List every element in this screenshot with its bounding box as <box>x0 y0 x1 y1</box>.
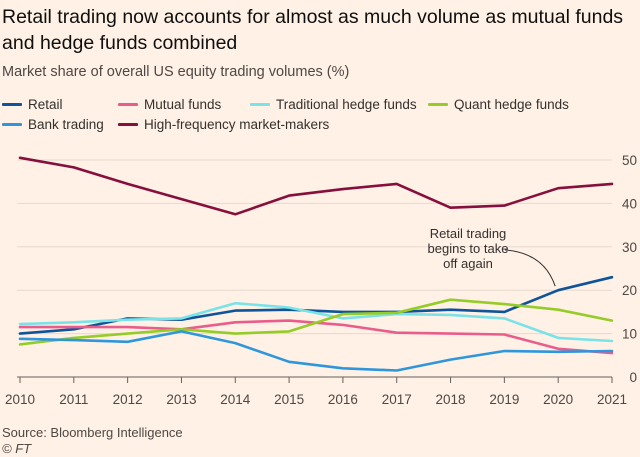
x-tick-label-2016: 2016 <box>328 392 358 407</box>
legend-row-1: Retail Mutual funds Traditional hedge fu… <box>2 94 638 114</box>
x-tick-label-2021: 2021 <box>597 392 627 407</box>
legend-item-retail: Retail <box>2 97 118 112</box>
legend-swatch-mutual-funds <box>118 102 138 106</box>
legend-label-mutual-funds: Mutual funds <box>144 96 222 112</box>
y-tick-label-10: 10 <box>622 327 637 342</box>
series-line-high-frequency-market-makers <box>18 156 614 216</box>
legend-item-mutual-funds: Mutual funds <box>118 97 250 112</box>
y-tick-label-50: 50 <box>622 153 637 168</box>
y-tick-label-20: 20 <box>622 283 637 298</box>
annotation-line-2: begins to take <box>428 241 509 256</box>
legend-swatch-traditional-hedge-funds <box>250 102 270 106</box>
series-line-traditional-hedge-funds <box>18 301 614 343</box>
chart-subtitle: Market share of overall US equity tradin… <box>2 64 350 80</box>
x-tick-label-2014: 2014 <box>220 392 251 407</box>
chart-title: Retail trading now accounts for almost a… <box>2 6 624 54</box>
x-tick-label-2019: 2019 <box>489 392 519 407</box>
legend-swatch-quant-hedge-funds <box>428 102 448 106</box>
legend-swatch-retail <box>2 102 22 106</box>
legend-label-high-frequency-market-makers: High-frequency market-makers <box>144 116 330 132</box>
x-tick-label-2017: 2017 <box>382 392 412 407</box>
legend-item-bank-trading: Bank trading <box>2 117 118 132</box>
series-line-bank-trading <box>18 330 614 372</box>
legend-item-traditional-hedge-funds: Traditional hedge funds <box>250 97 428 112</box>
legend-swatch-high-frequency-market-makers <box>118 122 138 126</box>
x-tick-label-2011: 2011 <box>59 392 88 407</box>
x-tick-label-2013: 2013 <box>166 392 196 407</box>
legend-swatch-bank-trading <box>2 122 22 126</box>
chart-legend: Retail Mutual funds Traditional hedge fu… <box>2 94 638 134</box>
legend-label-traditional-hedge-funds: Traditional hedge funds <box>276 96 417 112</box>
y-tick-label-40: 40 <box>622 196 637 211</box>
annotation-line-3: off again <box>443 256 493 271</box>
legend-label-quant-hedge-funds: Quant hedge funds <box>454 96 569 112</box>
legend-row-2: Bank trading High-frequency market-maker… <box>2 114 638 134</box>
x-tick-label-2012: 2012 <box>113 392 143 407</box>
series-line-quant-hedge-funds <box>18 298 614 346</box>
legend-item-quant-hedge-funds: Quant hedge funds <box>428 97 569 112</box>
x-tick-label-2018: 2018 <box>436 392 466 407</box>
x-tick-label-2010: 2010 <box>5 392 35 407</box>
y-tick-label-0: 0 <box>629 370 637 385</box>
legend-label-retail: Retail <box>28 96 63 112</box>
legend-label-bank-trading: Bank trading <box>28 116 104 132</box>
y-tick-label-30: 30 <box>622 240 637 255</box>
annotation-line-1: Retail trading <box>430 226 507 241</box>
annotation-pointer <box>504 249 556 287</box>
legend-item-high-frequency-market-makers: High-frequency market-makers <box>118 117 329 132</box>
x-tick-label-2015: 2015 <box>274 392 304 407</box>
ft-credit: © FT <box>2 441 32 456</box>
x-tick-label-2020: 2020 <box>543 392 573 407</box>
source-note: Source: Bloomberg Intelligence <box>2 425 183 440</box>
